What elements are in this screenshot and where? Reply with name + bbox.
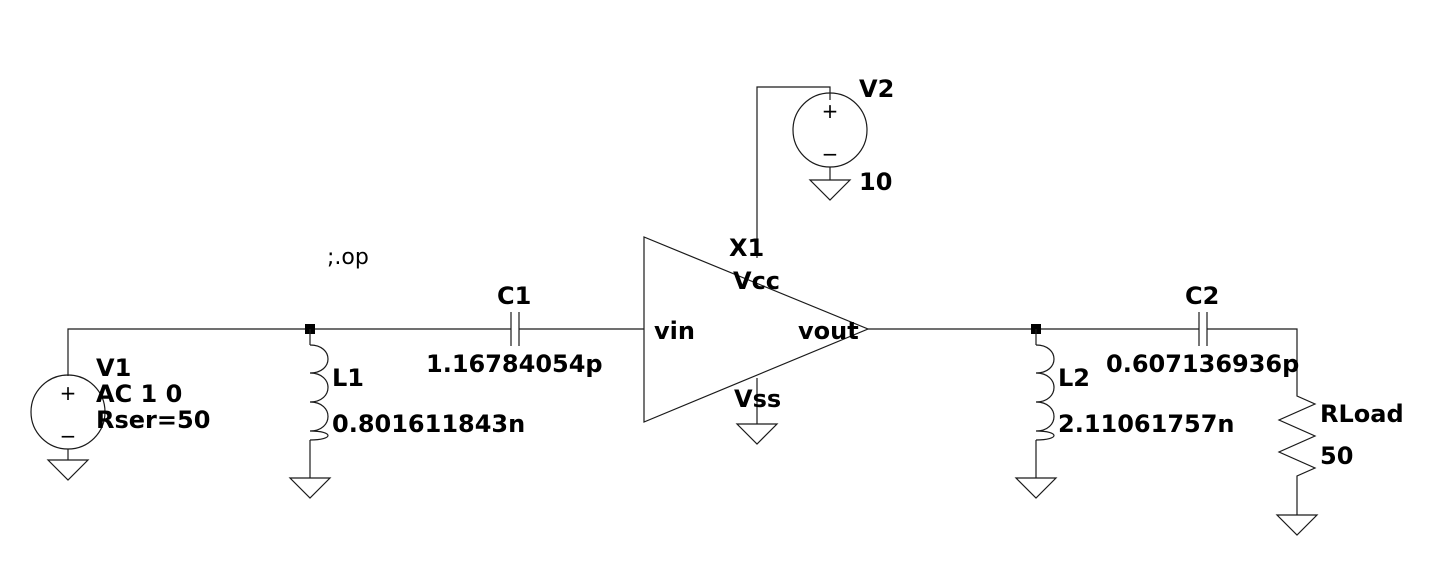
amplifier-triangle-icon[interactable] <box>643 236 870 423</box>
ground-icon <box>735 423 779 445</box>
component-c2[interactable]: C2 0.607136936p <box>1106 282 1299 378</box>
c1-name-label: C1 <box>497 282 531 310</box>
x1-pin-vcc-label: Vcc <box>733 267 780 295</box>
wire-c2-to-rload[interactable] <box>1207 328 1298 380</box>
resistor-zigzag-icon[interactable] <box>1277 380 1317 515</box>
v1-param-label: Rser=50 <box>96 406 210 434</box>
x1-pin-vin-label: vin <box>654 317 695 345</box>
c2-name-label: C2 <box>1185 282 1219 310</box>
ground-icon <box>288 477 332 499</box>
l2-name-label: L2 <box>1058 364 1090 392</box>
c2-value-label: 0.607136936p <box>1106 350 1299 378</box>
v2-name-label: V2 <box>859 75 894 103</box>
ground-icon <box>1014 477 1058 499</box>
v1-plus-sign: + <box>60 381 77 405</box>
component-x1[interactable]: X1 Vcc vin vout Vss <box>643 234 870 445</box>
component-v2[interactable]: + − V2 10 <box>792 75 894 201</box>
v1-value-label: AC 1 0 <box>96 380 182 408</box>
c1-value-label: 1.16784054p <box>426 350 603 378</box>
component-l1[interactable]: L1 0.801611843n <box>288 329 525 499</box>
ground-icon <box>1275 514 1319 536</box>
l1-name-label: L1 <box>332 364 364 392</box>
rload-value-label: 50 <box>1320 442 1353 470</box>
v2-value-label: 10 <box>859 168 892 196</box>
l2-value-label: 2.11061757n <box>1058 410 1235 438</box>
l1-value-label: 0.801611843n <box>332 410 525 438</box>
x1-name-label: X1 <box>729 234 764 262</box>
x1-pin-vout-label: vout <box>798 317 859 345</box>
wire-vcc-to-v2[interactable] <box>756 86 831 258</box>
inductor-coil-icon[interactable] <box>309 344 329 441</box>
rload-name-label: RLoad <box>1320 400 1404 428</box>
v2-plus-sign: + <box>822 99 839 123</box>
x1-pin-vss-label: Vss <box>734 385 781 413</box>
v1-name-label: V1 <box>96 354 131 382</box>
component-l2[interactable]: L2 2.11061757n <box>1014 329 1235 499</box>
component-c1[interactable]: C1 1.16784054p <box>426 282 603 378</box>
component-rload[interactable]: RLoad 50 <box>1275 380 1404 536</box>
component-v1[interactable]: + − V1 AC 1 0 Rser=50 <box>30 354 210 481</box>
wire-v1-to-l1[interactable] <box>67 328 310 376</box>
inductor-coil-icon[interactable] <box>1035 344 1055 441</box>
spice-directive[interactable]: ;.op <box>327 245 369 270</box>
wires <box>67 86 1298 424</box>
v1-minus-sign: − <box>60 424 77 448</box>
v2-minus-sign: − <box>822 142 839 166</box>
ground-icon <box>46 459 90 481</box>
ground-icon <box>808 179 852 201</box>
